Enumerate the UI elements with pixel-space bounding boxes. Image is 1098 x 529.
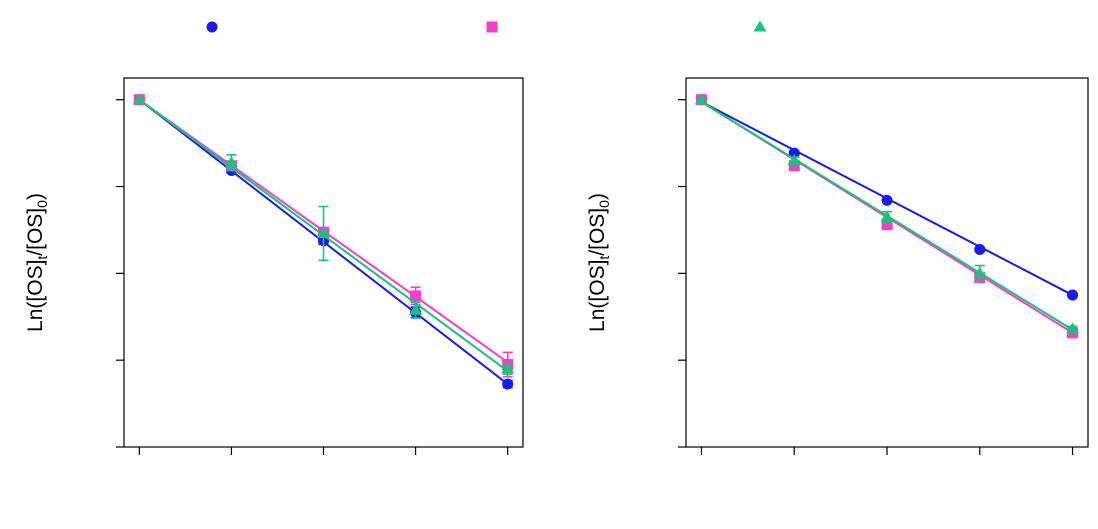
- plot-frame: [685, 77, 1089, 448]
- data-point: [501, 362, 515, 374]
- series-circle: [695, 94, 1079, 301]
- data-point: [502, 378, 514, 390]
- data-point: [409, 303, 423, 315]
- data-point: [132, 93, 146, 105]
- data-point: [1067, 289, 1079, 301]
- data-point: [881, 194, 893, 206]
- y-axis-title: Ln([OS]t/[OS]0): [586, 193, 612, 332]
- y-axis-title: Ln([OS]t/[OS]0): [24, 193, 50, 332]
- data-point: [1066, 322, 1080, 334]
- panel-b: Ln([OS]t/[OS]0): [586, 77, 1089, 455]
- panel-a: Ln([OS]t/[OS]0): [24, 77, 524, 455]
- series-triangle: [132, 93, 515, 375]
- series-triangle: [694, 93, 1080, 334]
- legend-item: [486, 21, 498, 33]
- data-point: [410, 290, 422, 302]
- data-point: [224, 156, 238, 168]
- legend-marker-triangle: [753, 20, 767, 32]
- legend-item: [206, 21, 218, 33]
- data-point: [881, 219, 893, 231]
- data-point: [974, 243, 986, 255]
- data-point: [880, 210, 894, 222]
- legend-marker-square: [486, 21, 498, 33]
- data-point: [317, 226, 330, 238]
- legend-marker-circle: [206, 21, 218, 33]
- data-point: [788, 160, 800, 172]
- legend-item: [753, 20, 767, 32]
- data-point: [694, 93, 708, 105]
- data-point: [787, 153, 801, 166]
- data-point: [788, 147, 800, 159]
- data-point: [973, 266, 987, 278]
- legend: [206, 20, 767, 33]
